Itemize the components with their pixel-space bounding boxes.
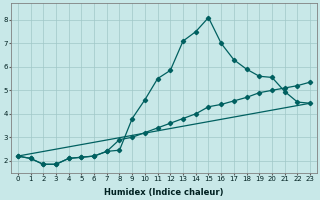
X-axis label: Humidex (Indice chaleur): Humidex (Indice chaleur)	[104, 188, 224, 197]
